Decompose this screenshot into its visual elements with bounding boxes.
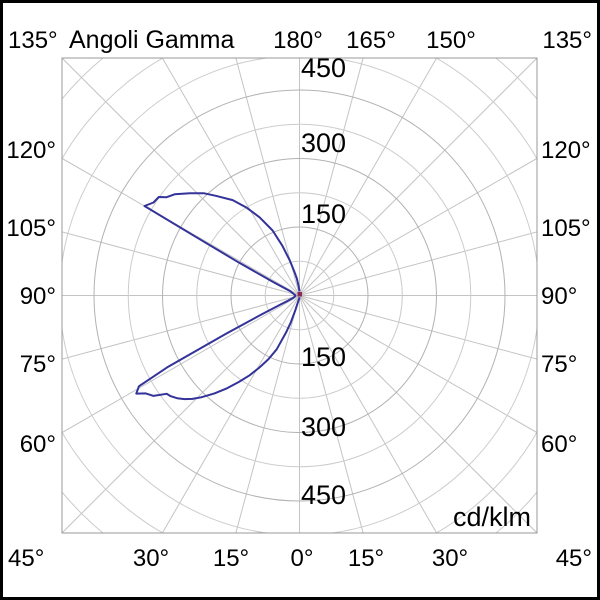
angle-label-right-1: 105° bbox=[541, 215, 591, 242]
gamma-ray-330 bbox=[161, 295, 300, 533]
radial-label-lower-1: 300 bbox=[301, 412, 346, 442]
angle-label-bottom-2: 0° bbox=[291, 545, 314, 572]
angle-label-right-2: 90° bbox=[541, 283, 577, 310]
luminous-intensity-distribution bbox=[135, 192, 301, 401]
angle-label-top-1: 165° bbox=[346, 27, 396, 54]
angle-label-left-0: 120° bbox=[6, 137, 56, 164]
polar-grid bbox=[62, 58, 537, 533]
intensity-curve-layer bbox=[135, 192, 301, 401]
unit-label: cd/klm bbox=[453, 502, 531, 532]
angle-label-top-135-right: 135° bbox=[542, 27, 592, 54]
radial-circle-300 bbox=[162, 158, 437, 433]
gamma-ray-255 bbox=[62, 231, 300, 296]
radial-circle-450 bbox=[93, 89, 506, 502]
gamma-ray-165 bbox=[299, 58, 364, 296]
gamma-ray-45 bbox=[299, 295, 537, 533]
angle-label-bottom-1: 15° bbox=[213, 545, 249, 572]
radial-circle-375 bbox=[127, 123, 472, 468]
gamma-ray-120 bbox=[299, 157, 537, 296]
radial-circle-225 bbox=[196, 192, 403, 399]
gamma-ray-195 bbox=[235, 58, 300, 296]
angle-label-right-0: 120° bbox=[541, 137, 591, 164]
angle-label-top-2: 150° bbox=[426, 27, 476, 54]
gamma-ray-15 bbox=[299, 295, 364, 533]
angle-label-bottom-4: 30° bbox=[432, 545, 468, 572]
radial-label-lower-2: 450 bbox=[301, 480, 346, 510]
angle-label-top-0: 180° bbox=[273, 27, 323, 54]
angle-label-right-4: 60° bbox=[541, 431, 577, 458]
angle-label-bottom-3: 15° bbox=[348, 545, 384, 572]
polar-photometric-chart: 135° 180° 165° 150° 135° 45° 30° 15° 0° 15° 30° 45°… bbox=[6, 26, 592, 572]
gamma-ray-345 bbox=[235, 295, 300, 533]
gamma-ray-150 bbox=[299, 58, 438, 296]
angle-label-left-3: 75° bbox=[20, 351, 56, 378]
center-marker bbox=[297, 292, 302, 297]
chart-title: Angoli Gamma bbox=[69, 26, 234, 54]
gamma-ray-225 bbox=[62, 58, 300, 296]
gamma-ray-315 bbox=[62, 295, 300, 533]
gamma-ray-285 bbox=[62, 295, 300, 360]
radial-label-lower-0: 150 bbox=[301, 342, 346, 372]
radial-circle-75 bbox=[264, 260, 335, 331]
gamma-ray-30 bbox=[299, 295, 438, 533]
gamma-ray-105 bbox=[299, 231, 537, 296]
angle-label-bottom-45-left: 45° bbox=[8, 545, 44, 572]
plot-border bbox=[61, 57, 538, 534]
angle-label-bottom-0: 30° bbox=[133, 545, 169, 572]
radial-circle-150 bbox=[230, 226, 369, 365]
angle-label-left-4: 60° bbox=[20, 431, 56, 458]
axis-labels-layer: 135° 180° 165° 150° 135° 45° 30° 15° 0° 15° 30° 45°… bbox=[6, 27, 592, 572]
angle-label-left-2: 90° bbox=[20, 283, 56, 310]
angle-label-bottom-45-right: 45° bbox=[556, 545, 592, 572]
radial-label-upper-2: 150 bbox=[301, 199, 346, 229]
angle-label-left-1: 105° bbox=[6, 215, 56, 242]
gamma-ray-75 bbox=[299, 295, 537, 360]
gamma-ray-135 bbox=[299, 58, 537, 296]
gamma-ray-210 bbox=[161, 58, 300, 296]
angle-label-right-3: 75° bbox=[541, 351, 577, 378]
radial-label-upper-0: 450 bbox=[301, 53, 346, 83]
gamma-ray-60 bbox=[299, 295, 537, 434]
angle-label-top-135-left: 135° bbox=[8, 27, 58, 54]
gamma-ray-300 bbox=[62, 295, 300, 434]
radial-label-upper-1: 300 bbox=[301, 128, 346, 158]
